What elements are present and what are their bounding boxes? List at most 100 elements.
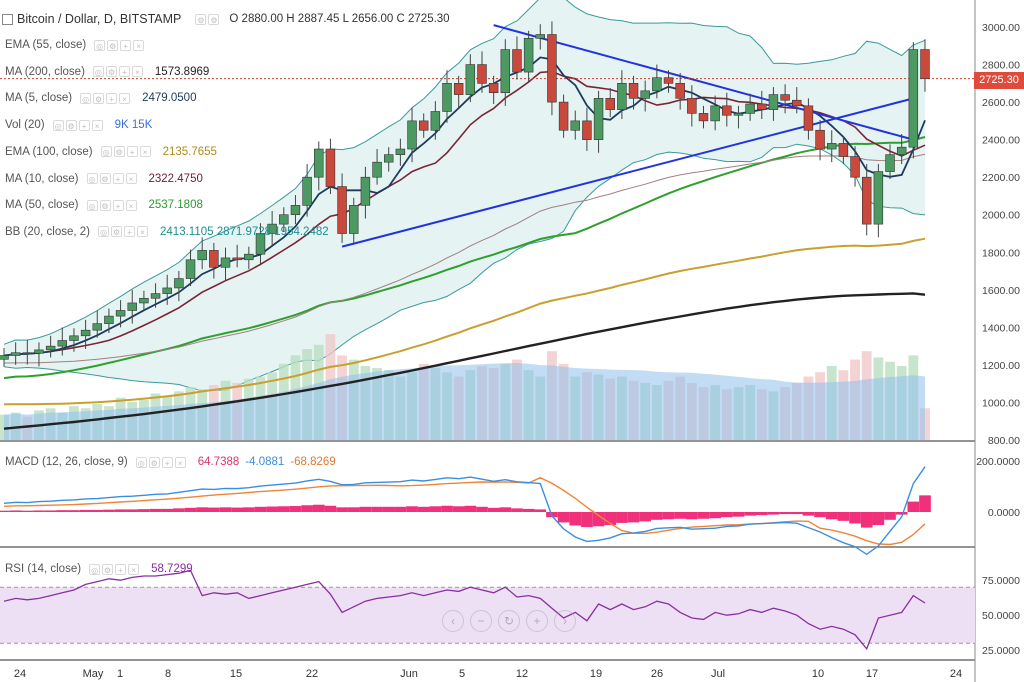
indicator-legend-name: MA (10, close) [5, 172, 79, 185]
bb-upper-line [3, 0, 926, 345]
price-tick-label: 3000.00 [982, 22, 1020, 34]
bb-fill [4, 0, 925, 391]
indicator-controls[interactable]: ◎ ⚙ + × [80, 92, 132, 104]
indicator-legend-value: 1573.8969 [154, 65, 210, 78]
candle-body [22, 352, 33, 355]
candle-body [757, 103, 767, 110]
indicator-controls[interactable]: ◎ ⚙ + × [86, 199, 139, 211]
indicator-legend-row: MA (50, close) ◎ ⚙ + × 2537.1808 [2, 196, 203, 214]
macd-signal-value: -4.0881 [245, 456, 285, 468]
candle-body [92, 323, 102, 331]
macd-histogram-bar [173, 508, 185, 512]
macd-histogram-bar [522, 508, 535, 512]
scroll-left-button[interactable]: ‹ [442, 610, 464, 632]
candle-body [582, 120, 592, 140]
macd-histogram-bar [884, 512, 896, 520]
macd-histogram-bar [79, 509, 92, 512]
macd-histogram-bar [312, 504, 325, 512]
candle-body [593, 98, 604, 140]
macd-histogram-bar [9, 510, 22, 512]
price-tick-label: 1600.00 [982, 285, 1020, 297]
macd-histogram-bar [254, 506, 267, 512]
time-tick-label: 5 [459, 668, 465, 680]
indicator-controls[interactable]: ◎ ⚙ + × [86, 173, 139, 184]
indicator-legend-row: EMA (100, close) ◎ ⚙ + × 2135.7655 [2, 143, 217, 161]
macd-histogram-bar [138, 509, 150, 512]
time-tick-label: 17 [866, 668, 878, 680]
macd-histogram-bar [662, 512, 675, 520]
price-tick-label: 1000.00 [982, 397, 1020, 409]
zoom-out-button[interactable]: − [470, 610, 492, 632]
macd-line [3, 466, 926, 556]
indicator-controls[interactable]: ◎ ⚙ + × [100, 146, 153, 158]
reset-button[interactable]: ↻ [498, 610, 520, 632]
ohlc-readout: O 2880.00 H 2887.45 L 2656.00 C 2725.30 [229, 13, 450, 25]
candle-body [104, 315, 114, 324]
candle-body [290, 205, 301, 216]
collapse-icon[interactable] [2, 13, 13, 25]
macd-histogram-bar [184, 507, 197, 512]
indicator-legend-row: EMA (55, close) ◎ ⚙ + × [2, 36, 156, 54]
ema55-line [3, 153, 926, 364]
macd-histogram-bar [21, 510, 34, 512]
time-tick-label: 24 [950, 668, 962, 680]
price-tick-label: 1200.00 [982, 360, 1020, 372]
price-tick-label: 2600.00 [982, 97, 1020, 109]
candle-body [733, 113, 744, 116]
macd-histogram-bar [231, 507, 243, 512]
macd-histogram-bar [604, 512, 617, 525]
macd-histogram-bar [651, 512, 663, 520]
rsi-legend-name: RSI (14, close) [5, 563, 82, 575]
macd-histogram-bar [476, 506, 488, 512]
rsi-controls[interactable]: ◎ ⚙ + × [89, 563, 141, 575]
rsi-value: 58.7299 [151, 563, 193, 575]
candle-body [687, 98, 697, 114]
macd-histogram-bar [452, 506, 465, 512]
candle-body [150, 293, 161, 299]
time-tick-label: 8 [165, 668, 171, 680]
indicator-controls[interactable]: ◎ ⚙ + × [94, 39, 146, 51]
candle-body [302, 176, 312, 206]
candle-body [873, 171, 884, 225]
macd-histogram-bar [499, 507, 512, 512]
candle-body [395, 148, 406, 155]
trend-lines [0, 24, 975, 248]
indicator-legend-value: 2413.1105 2871.9728 1954.2482 [160, 225, 329, 238]
indicator-controls[interactable]: ◎ ⚙ + × [98, 226, 150, 238]
candle-body [383, 154, 394, 163]
indicator-legend-name: EMA (100, close) [5, 145, 93, 158]
candle-body [209, 250, 219, 268]
candle-body [908, 49, 919, 148]
candle-body [617, 83, 627, 110]
price-tick-label: 800.00 [988, 435, 1020, 447]
macd-histogram-bar [208, 507, 220, 512]
macd-histogram-bar [441, 505, 453, 512]
macd-histogram-bar [732, 512, 745, 517]
indicator-legend-name: MA (200, close) [5, 65, 85, 78]
rsi-tick-label: 25.0000 [982, 645, 1020, 657]
macd-histogram-bar [382, 506, 395, 512]
macd-histogram-bar [44, 510, 57, 512]
zoom-in-button[interactable]: + [526, 610, 548, 632]
candle-body [337, 186, 347, 234]
candle-body [418, 120, 429, 131]
macd-histogram-bar [406, 506, 418, 512]
macd-histogram-bar [114, 509, 127, 512]
candle-body [815, 129, 825, 150]
time-tick-label: May [83, 668, 104, 680]
support-trendline [341, 97, 914, 248]
macd-tick-label: 200.0000 [976, 456, 1020, 468]
candle-body [640, 90, 650, 99]
indicator-controls[interactable]: ◎ ⚙ + × [92, 66, 145, 78]
candle-body [139, 297, 149, 304]
macd-controls[interactable]: ◎ ⚙ + × [135, 456, 188, 468]
candle-body [500, 49, 511, 94]
indicator-legend-row: MA (200, close) ◎ ⚙ + × 1573.8969 [2, 63, 209, 81]
scroll-right-button[interactable]: › [554, 610, 576, 632]
header-controls[interactable]: ⚙ ⚙ [195, 13, 220, 25]
macd-histogram-bar [557, 512, 570, 523]
symbol-header: Bitcoin / Dollar, D, BITSTAMP ⚙ ⚙ O 2880.… [2, 10, 450, 28]
indicator-controls[interactable]: ◎ ⚙ + × [52, 119, 105, 131]
price-tick-label: 1400.00 [982, 322, 1020, 334]
candle-body [722, 105, 732, 116]
